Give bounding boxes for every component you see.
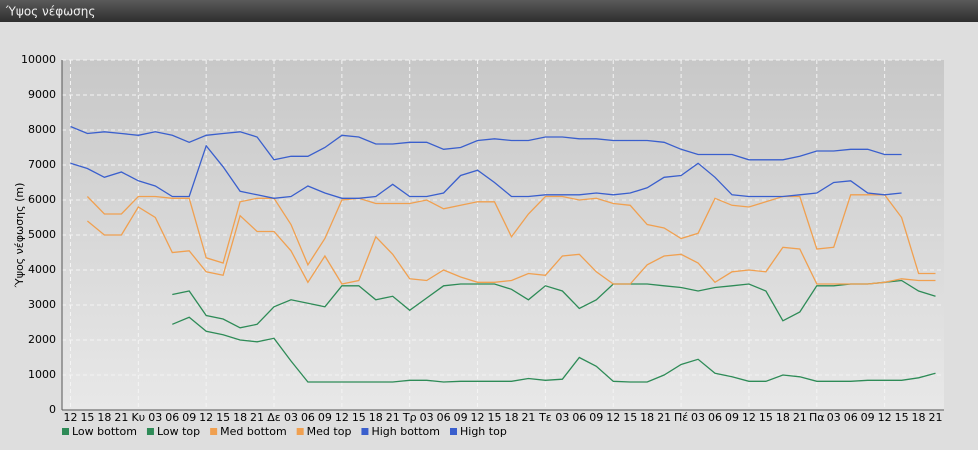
y-axis-label: Ύψος νέφωσης (m) <box>13 183 26 289</box>
y-tick-label: 10000 <box>21 53 56 66</box>
x-tick-label: 12 <box>199 411 213 424</box>
x-tick-label: 18 <box>912 411 926 424</box>
legend-swatch <box>210 428 218 435</box>
legend-swatch <box>62 428 69 435</box>
x-tick-label: 15 <box>759 411 773 424</box>
chart-title: Ύψος νέφωσης <box>5 5 95 19</box>
x-tick-label: 12 <box>471 411 485 424</box>
x-tick-label: 18 <box>97 411 111 424</box>
x-tick-label: 09 <box>318 411 332 424</box>
legend-label: Low top <box>157 425 200 438</box>
x-tick-label: 12 <box>742 411 756 424</box>
x-tick-label: 15 <box>216 411 230 424</box>
series-line <box>86 206 936 285</box>
x-tick-label: Δε <box>267 411 281 424</box>
legend-label: High bottom <box>371 425 440 438</box>
y-tick-label: 9000 <box>28 88 56 101</box>
y-tick-label: 5000 <box>28 228 56 241</box>
y-tick-label: 6000 <box>28 193 56 206</box>
legend-swatch <box>361 428 369 435</box>
x-tick-label: 12 <box>63 411 77 424</box>
x-tick-label: 15 <box>488 411 502 424</box>
y-tick-label: 2000 <box>28 333 56 346</box>
x-tick-label: 21 <box>929 411 943 424</box>
y-tick-label: 3000 <box>28 298 56 311</box>
legend-swatch <box>450 428 457 435</box>
x-tick-label: Τρ <box>402 411 417 424</box>
x-tick-label: 15 <box>895 411 909 424</box>
y-tick-label: 8000 <box>28 123 56 136</box>
x-tick-label: 15 <box>352 411 366 424</box>
x-tick-label: 15 <box>80 411 94 424</box>
x-tick-label: 06 <box>301 411 315 424</box>
series-line <box>172 316 936 383</box>
series-line <box>70 144 902 199</box>
x-tick-label: 06 <box>708 411 722 424</box>
legend-label: Med bottom <box>220 425 287 438</box>
x-tick-label: 12 <box>606 411 620 424</box>
x-tick-label: 18 <box>640 411 654 424</box>
x-tick-label: 03 <box>691 411 705 424</box>
legend-label: High top <box>460 425 507 438</box>
x-tick-label: 03 <box>284 411 298 424</box>
x-tick-label: 21 <box>386 411 400 424</box>
x-tick-label: 06 <box>572 411 586 424</box>
y-tick-label: 0 <box>49 403 56 416</box>
x-tick-label: 21 <box>521 411 535 424</box>
x-tick-label: Πα <box>809 411 825 424</box>
x-tick-label: 21 <box>657 411 671 424</box>
x-tick-label: Κυ <box>132 411 146 424</box>
x-tick-label: 09 <box>725 411 739 424</box>
x-tick-label: 18 <box>776 411 790 424</box>
x-tick-label: 12 <box>878 411 892 424</box>
x-tick-label: 18 <box>369 411 383 424</box>
y-tick-label: 4000 <box>28 263 56 276</box>
x-tick-label: Πέ <box>674 411 688 424</box>
x-tick-label: 18 <box>233 411 247 424</box>
x-tick-label: Τε <box>538 411 552 424</box>
x-tick-label: 03 <box>148 411 162 424</box>
legend-swatch <box>146 428 154 435</box>
x-tick-label: 06 <box>165 411 179 424</box>
series-line <box>172 279 936 329</box>
series-line <box>86 194 936 275</box>
y-tick-label: 7000 <box>28 158 56 171</box>
x-tick-label: 21 <box>114 411 128 424</box>
x-tick-label: 03 <box>420 411 434 424</box>
x-tick-label: 09 <box>861 411 875 424</box>
legend-label: Low bottom <box>72 425 137 438</box>
legend-label: Med top <box>307 425 352 438</box>
x-tick-label: 12 <box>335 411 349 424</box>
x-tick-label: 06 <box>437 411 451 424</box>
x-tick-label: 21 <box>793 411 807 424</box>
x-tick-label: 03 <box>827 411 841 424</box>
y-tick-label: 1000 <box>28 368 56 381</box>
x-tick-label: 09 <box>589 411 603 424</box>
legend-swatch <box>296 428 304 435</box>
header-bar <box>0 0 978 22</box>
x-tick-label: 21 <box>250 411 264 424</box>
series-line <box>70 125 902 161</box>
x-tick-label: 15 <box>623 411 637 424</box>
x-tick-label: 18 <box>504 411 518 424</box>
x-tick-label: 06 <box>844 411 858 424</box>
x-tick-label: 09 <box>454 411 468 424</box>
x-tick-label: 03 <box>555 411 569 424</box>
x-tick-label: 09 <box>182 411 196 424</box>
